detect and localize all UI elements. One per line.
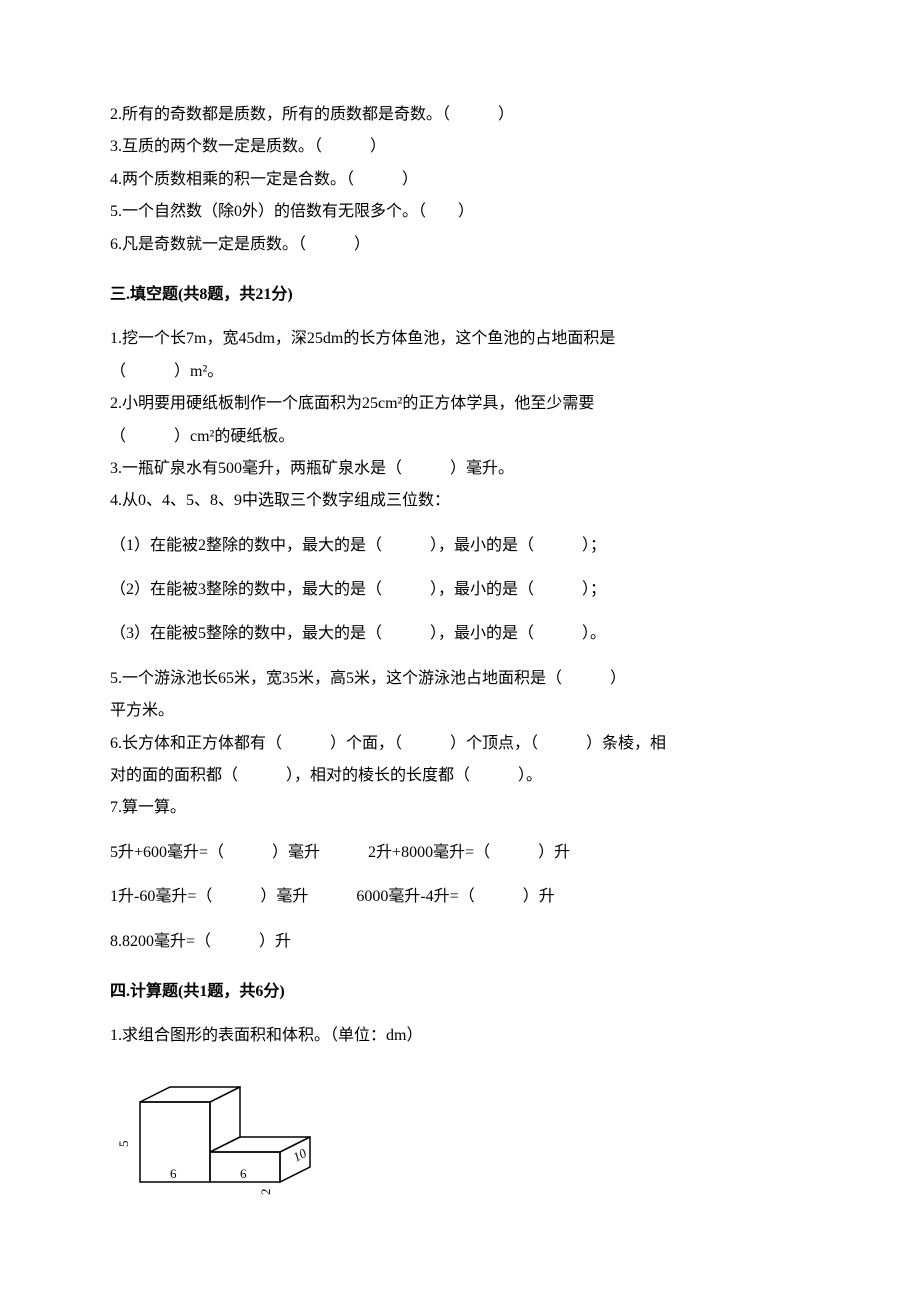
dim-5: 5 [116,1140,131,1147]
tf-q6: 6.凡是奇数就一定是质数。（ ） [110,230,810,260]
fb-q2-line2: （ ）cm²的硬纸板。 [110,422,810,452]
fb-q6-line2: 对的面的面积都（ ），相对的棱长的长度都（ ）。 [110,761,810,791]
fb-q4: 4.从0、4、5、8、9中选取三个数字组成三位数： [110,486,810,516]
fb-q2-line1: 2.小明要用硬纸板制作一个底面积为25cm²的正方体学具，他至少需要 [110,389,810,419]
section3-heading: 三.填空题(共8题，共21分) [110,280,810,310]
fb-q4-sub3: （3）在能被5整除的数中，最大的是（ ），最小的是（ ）。 [110,619,810,649]
fb-q7-row1: 5升+600毫升=（ ）毫升 2升+8000毫升=（ ）升 [110,838,810,868]
fb-q7-row2: 1升-60毫升=（ ）毫升 6000毫升-4升=（ ）升 [110,882,810,912]
section4-heading: 四.计算题(共1题，共6分) [110,977,810,1007]
tf-q4: 4.两个质数相乘的积一定是合数。（ ） [110,165,810,195]
fb-q6-line1: 6.长方体和正方体都有（ ）个面，（ ）个顶点，（ ）条棱，相 [110,729,810,759]
tf-q2: 2.所有的奇数都是质数，所有的质数都是奇数。（ ） [110,100,810,130]
tf-q3: 3.互质的两个数一定是质数。（ ） [110,132,810,162]
calc-q1: 1.求组合图形的表面积和体积。（单位：dm） [110,1021,810,1051]
fb-q3: 3.一瓶矿泉水有500毫升，两瓶矿泉水是（ ）毫升。 [110,454,810,484]
figure-3d-shape: 5 6 6 2 10 [110,1082,810,1233]
dim-6a: 6 [170,1166,177,1181]
tf-q5: 5.一个自然数（除0外）的倍数有无限多个。（ ） [110,197,810,227]
fb-q5-line1: 5.一个游泳池长65米，宽35米，高5米，这个游泳池占地面积是（ ） [110,664,810,694]
fb-q1-line1: 1.挖一个长7m，宽45dm，深25dm的长方体鱼池，这个鱼池的占地面积是 [110,324,810,354]
composite-solid-svg: 5 6 6 2 10 [110,1082,330,1222]
fb-q4-sub2: （2）在能被3整除的数中，最大的是（ ），最小的是（ ）； [110,575,810,605]
dim-2: 2 [258,1188,273,1195]
fb-q4-sub1: （1）在能被2整除的数中，最大的是（ ），最小的是（ ）； [110,531,810,561]
dim-10: 10 [290,1145,309,1165]
fb-q7: 7.算一算。 [110,793,810,823]
fb-q5-line2: 平方米。 [110,696,810,726]
dim-6b: 6 [240,1166,247,1181]
true-false-group: 2.所有的奇数都是质数，所有的质数都是奇数。（ ） 3.互质的两个数一定是质数。… [110,100,810,260]
fb-q1-line2: （ ）m²。 [110,357,810,387]
fb-q8: 8.8200毫升=（ ）升 [110,927,810,957]
fill-blank-group: 1.挖一个长7m，宽45dm，深25dm的长方体鱼池，这个鱼池的占地面积是 （ … [110,324,810,957]
